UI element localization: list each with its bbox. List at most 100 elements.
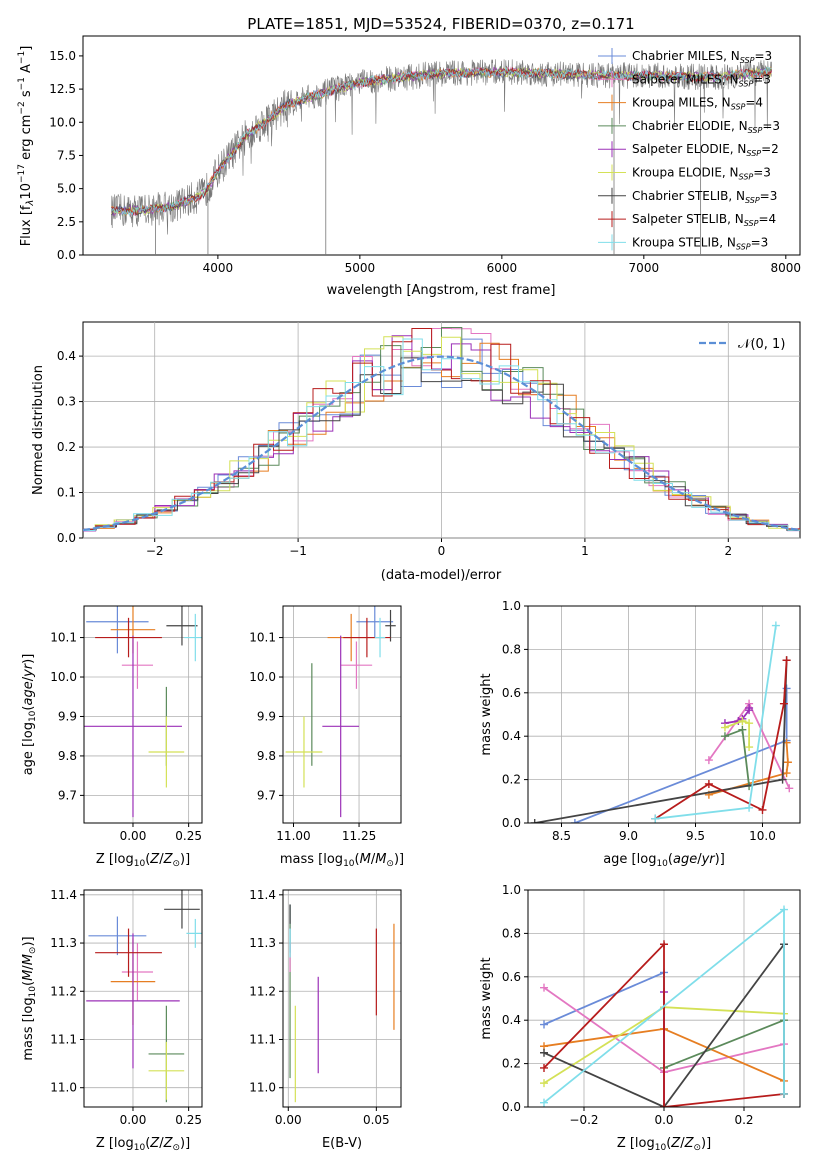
xlabel: Z [log10(Z/Z⊙)] [617,1136,711,1153]
ytick-label: 0.4 [502,729,521,743]
ytick-label: 9.7 [58,788,77,802]
ytick-label: 10.0 [249,670,276,684]
spectrum-ytick-label: 0.0 [57,248,76,262]
spectrum-xlabel: wavelength [Angstrom, rest frame] [327,283,556,298]
mass-weight-marker [745,803,754,812]
residual-xtick-label: −2 [146,544,164,558]
age_vs_mass-panel: 11.00 11.25 9.7 9.8 9.9 10.0 10.1 mass [log10(M… [249,605,404,869]
massweight_vs_Z-panel: −0.2 0.0 0.2 0.0 0.2 0.4 0.6 0.8 1.0 Z [log10(Z/Z… [479,883,801,1153]
age_vs_Z-panel: 0.00 0.25 9.7 9.8 9.9 10.0 10.1 Z [log10(Z/Z⊙)]… [21,605,203,869]
mass-weight-line [724,728,750,787]
xtick-label: 0.05 [363,1113,390,1127]
ytick-label: 9.9 [58,709,77,723]
mass-weight-marker [745,743,754,752]
plot-area [83,605,203,824]
xtick-label: 0.00 [120,1113,147,1127]
ytick-label: 11.4 [249,888,276,902]
spectrum-ylabel: Flux [fλ10−17 erg cm−2 s−1 A−1] [17,46,36,247]
ytick-label: 11.1 [50,1032,77,1046]
mass_vs_Z-panel: 0.00 0.25 11.0 11.1 11.2 11.3 11.4 Z [log10(Z/Z… [21,888,203,1153]
residual-ytick-label: 0.2 [57,440,76,454]
xtick-label: 0.0 [654,1113,673,1127]
residual-xtick-label: 1 [581,544,589,558]
mass-weight-marker [785,784,794,793]
mass-weight-marker [779,699,788,708]
xtick-label: 0.2 [734,1113,753,1127]
gaussian-legend-label: 𝒩(0, 1) [738,337,785,352]
ytick-label: 10.1 [50,631,77,645]
plot-area [527,889,801,1108]
mass-weight-marker [720,723,729,732]
legend-label: Salpeter ELODIE, NSSP=2 [632,142,779,158]
residual-xtick-label: 2 [724,544,732,558]
legend-label: Salpeter MILES, NSSP=3 [632,72,771,88]
spectrum-xtick-label: 6000 [487,261,518,275]
ytick-label: 0.6 [502,970,521,984]
spectrum-xtick-label: 7000 [629,261,660,275]
spectrum-ytick-label: 12.5 [49,82,76,96]
xlabel: Z [log10(Z/Z⊙)] [96,1136,190,1153]
ytick-label: 11.2 [50,984,77,998]
xlabel: Z [log10(Z/Z⊙)] [96,852,190,869]
mass-weight-marker [660,940,668,949]
massweight_vs_age-panel: 8.5 9.0 9.5 10.0 0.0 0.2 0.4 0.6 0.8 1.0 age [log1… [479,599,801,869]
mass-weight-marker [651,814,660,823]
mass-weight-line [708,742,789,796]
ylabel: mass weight [479,673,494,755]
xlabel: E(B-V) [322,1136,362,1151]
residual-xlabel: (data-model)/error [381,568,502,583]
gaussian-curve [83,355,800,532]
spectrum-ytick-label: 2.5 [57,215,76,229]
ytick-label: 0.0 [502,1100,521,1114]
spectrum-ytick-label: 15.0 [49,49,76,63]
residual-xtick-label: −1 [289,544,307,558]
mass-weight-marker [771,621,780,630]
mass-weight-marker [570,819,579,823]
spectrum-xtick-label: 4000 [203,261,234,275]
xtick-label: 0.25 [175,829,202,843]
ylabel: mass weight [479,957,494,1039]
plot-area [282,605,402,824]
residual-panel: −2 −1 0 1 2 0.0 0.1 0.2 0.3 0.4 (data-model)/erro… [31,321,801,583]
spectrum-title: PLATE=1851, MJD=53524, FIBERID=0370, z=0… [247,15,634,33]
mass-weight-marker [783,758,792,767]
mass-weight-line [724,720,750,747]
mass-weight-marker [540,1079,548,1088]
mass-weight-marker [540,983,548,992]
legend-label: Kroupa STELIB, NSSP=3 [632,235,768,251]
ytick-label: 0.2 [502,1057,521,1071]
mass-weight-marker [745,719,754,728]
ytick-label: 11.3 [50,936,77,950]
xtick-label: 0.25 [175,1113,202,1127]
residual-ytick-label: 0.4 [57,349,76,363]
mass-weight-marker [782,769,791,778]
mass-weight-line [543,971,665,1107]
ytick-label: 9.9 [257,709,276,723]
xtick-label: 10.0 [749,829,776,843]
spectrum-ytick-label: 10.0 [49,115,76,129]
model-spectrum-line [111,66,772,217]
mass-weight-marker [704,756,713,765]
plot-area [83,889,203,1108]
mass-weight-marker [540,1063,548,1072]
xtick-label: 9.5 [686,829,705,843]
plot-area [527,605,801,824]
mass-weight-marker [540,1048,548,1057]
ytick-label: 11.4 [50,888,77,902]
mass-weight-marker [782,656,791,665]
ytick-label: 0.4 [502,1013,521,1027]
legend-label: Kroupa ELODIE, NSSP=3 [632,166,771,182]
mass-weight-marker [704,779,713,788]
ylabel: age [log10(age/yr)] [21,654,38,776]
legend-label: Chabrier MILES, NSSP=3 [632,49,772,65]
spectrum-xtick-label: 8000 [771,261,802,275]
ytick-label: 0.8 [502,642,521,656]
ytick-label: 0.2 [502,773,521,787]
ytick-label: 9.8 [257,749,276,763]
ytick-label: 11.0 [249,1081,276,1095]
mass-weight-marker [738,717,747,726]
xtick-label: 0.00 [275,1113,302,1127]
ytick-label: 11.1 [249,1032,276,1046]
ylabel: mass [log10(M/M⊙)] [21,936,38,1060]
